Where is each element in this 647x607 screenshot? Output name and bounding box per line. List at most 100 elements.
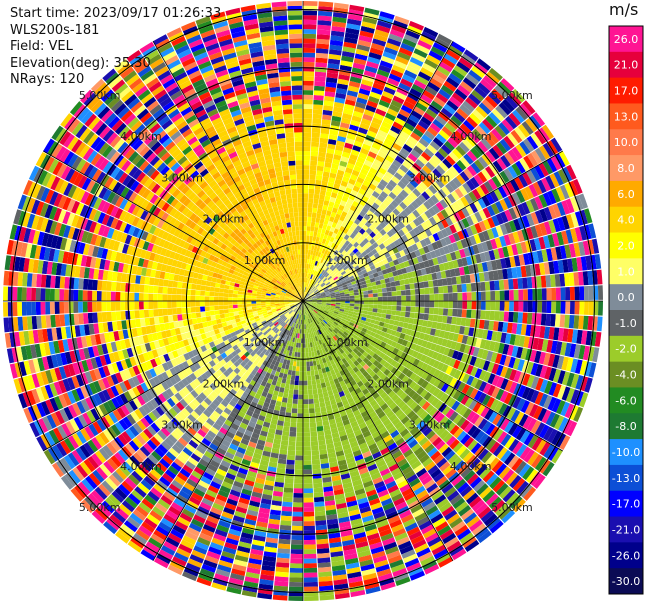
range-gate: [346, 198, 354, 205]
range-gate: [345, 27, 360, 35]
range-gate: [341, 151, 351, 159]
range-gate: [400, 210, 409, 218]
range-gate: [334, 234, 341, 240]
range-gate: [346, 270, 352, 276]
range-gate: [337, 266, 343, 272]
range-gate: [319, 378, 325, 384]
range-gate: [598, 301, 603, 316]
range-gate: [318, 147, 327, 153]
range-gate: [350, 174, 358, 181]
range-gate: [315, 277, 320, 282]
range-gate: [315, 271, 320, 277]
range-gate: [355, 48, 369, 57]
range-gate: [357, 271, 363, 276]
range-gate: [303, 207, 308, 212]
range-gate: [370, 121, 381, 130]
range-gate: [306, 366, 311, 372]
range-gate: [478, 102, 492, 115]
range-gate: [323, 200, 330, 206]
range-gate: [312, 287, 317, 291]
range-gate: [430, 46, 446, 57]
range-gate: [320, 213, 326, 220]
range-gate: [324, 91, 336, 98]
range-gate: [391, 286, 397, 292]
range-gate: [407, 61, 422, 71]
range-gate: [420, 67, 434, 78]
range-gate: [451, 69, 465, 81]
range-gate: [364, 65, 378, 74]
range-gate: [341, 244, 347, 250]
range-gate: [312, 297, 317, 299]
range-gate: [352, 262, 358, 268]
range-gate: [318, 199, 325, 205]
range-gate: [305, 268, 308, 274]
range-gate: [495, 105, 508, 119]
range-gate: [337, 78, 349, 86]
range-gate: [286, 459, 295, 465]
range-gate: [282, 373, 288, 379]
range-gate: [568, 180, 579, 196]
range-gate: [329, 236, 335, 243]
range-gate: [361, 206, 369, 214]
range-gate: [333, 244, 339, 250]
range-gate: [327, 275, 333, 281]
range-gate: [394, 184, 403, 193]
range-gate: [332, 238, 338, 244]
range-gate: [362, 224, 369, 232]
range-gate: [362, 310, 368, 315]
range-gate: [545, 175, 556, 190]
range-gate: [325, 293, 331, 296]
range-gate: [503, 234, 512, 246]
range-gate: [512, 109, 525, 124]
range-gate: [489, 310, 495, 321]
range-gate: [315, 236, 320, 243]
range-gate: [319, 189, 326, 196]
range-gate: [321, 228, 326, 234]
range-gate: [312, 384, 317, 390]
range-gate: [406, 65, 420, 75]
range-gate: [510, 179, 520, 192]
range-gate: [303, 380, 308, 386]
range-gate: [452, 177, 462, 188]
range-gate: [445, 216, 454, 226]
range-gate: [361, 269, 368, 275]
range-gate: [400, 147, 410, 157]
range-gate: [409, 88, 422, 98]
range-gate: [538, 236, 546, 250]
range-gate: [306, 273, 309, 279]
range-gate: [495, 173, 506, 186]
range-gate: [448, 301, 453, 309]
range-gate: [282, 496, 293, 503]
range-gate: [318, 262, 322, 268]
range-gate: [371, 315, 377, 321]
range-gate: [481, 153, 493, 166]
range-gate: [314, 266, 319, 271]
range-gate: [340, 296, 346, 299]
range-gate: [538, 145, 551, 160]
range-gate: [337, 135, 347, 143]
range-gate: [528, 115, 542, 130]
range-gate: [319, 142, 328, 149]
range-gate: [303, 478, 313, 484]
range-gate: [500, 211, 509, 223]
range-gate: [434, 37, 450, 49]
range-gate: [405, 139, 416, 149]
range-gate: [308, 283, 312, 289]
range-gate: [409, 229, 417, 238]
range-gate: [347, 158, 357, 166]
range-gate: [292, 398, 298, 404]
range-gate: [511, 192, 521, 205]
range-gate: [394, 91, 407, 101]
range-gate: [322, 270, 327, 276]
range-gate: [494, 237, 502, 249]
range-gate: [511, 163, 522, 176]
range-gate: [364, 220, 372, 228]
range-gate: [373, 112, 385, 121]
range-gate: [481, 168, 492, 181]
range-gate: [303, 535, 316, 541]
range-gate: [344, 246, 350, 253]
range-gate: [368, 301, 374, 305]
range-gate: [428, 280, 434, 288]
range-gate: [304, 287, 306, 292]
range-gate: [381, 309, 387, 314]
